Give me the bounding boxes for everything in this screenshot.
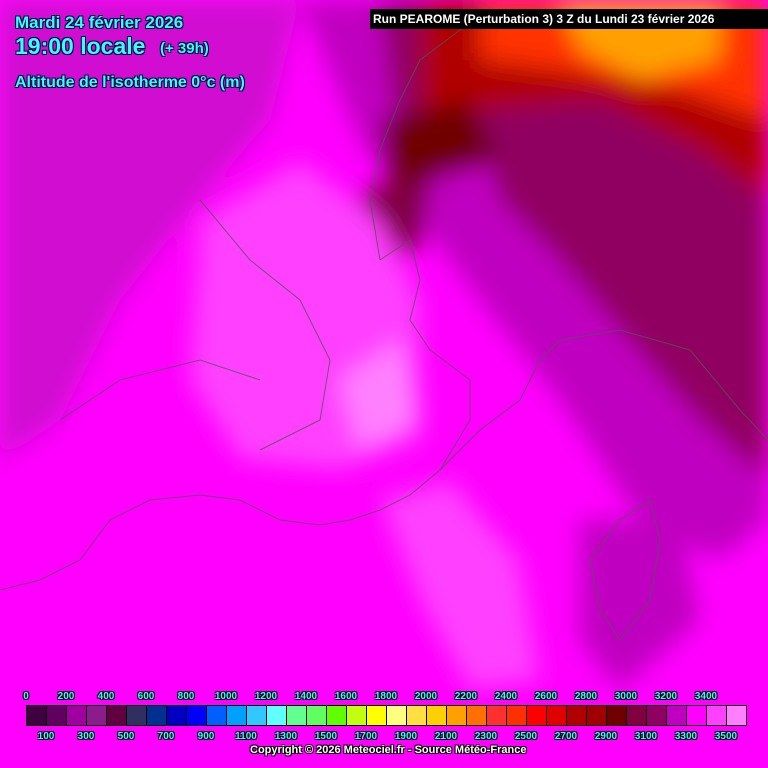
legend-label: 700 [157,731,175,742]
legend-swatch [87,706,107,725]
legend-label: 3500 [714,731,738,742]
legend-swatch [487,706,507,725]
legend-label: 2700 [554,731,578,742]
legend-swatch [227,706,247,725]
legend-swatch [687,706,707,725]
run-info: Run PEAROME (Perturbation 3) 3 Z du Lund… [370,9,768,29]
legend-swatch [347,706,367,725]
legend-label: 1400 [294,691,318,702]
legend-swatch [47,706,67,725]
legend-label: 1200 [254,691,278,702]
legend-swatch [607,706,627,725]
legend-swatch [327,706,347,725]
legend-swatch [127,706,147,725]
legend-label: 2100 [434,731,458,742]
legend-label: 800 [177,691,195,702]
legend-swatch [667,706,687,725]
legend-label: 100 [37,731,55,742]
lead-time: (+ 39h) [160,40,209,57]
legend-swatch [187,706,207,725]
legend-label: 2900 [594,731,618,742]
legend-label: 1800 [374,691,398,702]
legend-swatch [507,706,527,725]
legend-label: 2800 [574,691,598,702]
legend-swatch [467,706,487,725]
legend-label: 1500 [314,731,338,742]
legend-label: 600 [137,691,155,702]
legend-label: 0 [23,691,29,702]
borders [0,9,768,641]
color-legend [26,705,747,726]
legend-label: 2300 [474,731,498,742]
legend-swatch [267,706,287,725]
legend-swatch [727,706,746,725]
legend-label: 3300 [674,731,698,742]
legend-swatch [407,706,427,725]
legend-swatch [647,706,667,725]
legend-label: 900 [197,731,215,742]
forecast-date: Mardi 24 février 2026 [15,13,184,32]
legend-label: 1600 [334,691,358,702]
legend-swatch [387,706,407,725]
legend-label: 3000 [614,691,638,702]
legend-swatch [627,706,647,725]
legend-label: 2400 [494,691,518,702]
legend-swatch [307,706,327,725]
legend-swatch [527,706,547,725]
copyright: Copyright © 2026 Meteociel.fr - Source M… [250,744,527,756]
legend-label: 2000 [414,691,438,702]
legend-swatch [447,706,467,725]
legend-label: 1900 [394,731,418,742]
legend-label: 1700 [354,731,378,742]
legend-label: 2500 [514,731,538,742]
legend-swatch [547,706,567,725]
legend-swatch [167,706,187,725]
legend-swatch [587,706,607,725]
legend-swatch [207,706,227,725]
legend-swatch [707,706,727,725]
legend-swatch [367,706,387,725]
legend-label: 3200 [654,691,678,702]
legend-label: 200 [57,691,75,702]
legend-label: 500 [117,731,135,742]
legend-label: 1000 [214,691,238,702]
legend-label: 1100 [235,731,257,742]
legend-label: 300 [77,731,95,742]
legend-label: 2600 [534,691,558,702]
legend-swatch [287,706,307,725]
legend-swatch [27,706,47,725]
legend-label: 3100 [634,731,658,742]
legend-label: 2200 [454,691,478,702]
legend-swatch [67,706,87,725]
legend-swatch [107,706,127,725]
legend-swatch [427,706,447,725]
legend-swatch [247,706,267,725]
legend-swatch [567,706,587,725]
legend-swatch [147,706,167,725]
parameter-title: Altitude de l'isotherme 0°c (m) [15,74,245,91]
legend-label: 400 [97,691,115,702]
forecast-time: 19:00 locale [15,33,146,59]
legend-label: 3400 [694,691,718,702]
legend-label: 1300 [274,731,298,742]
